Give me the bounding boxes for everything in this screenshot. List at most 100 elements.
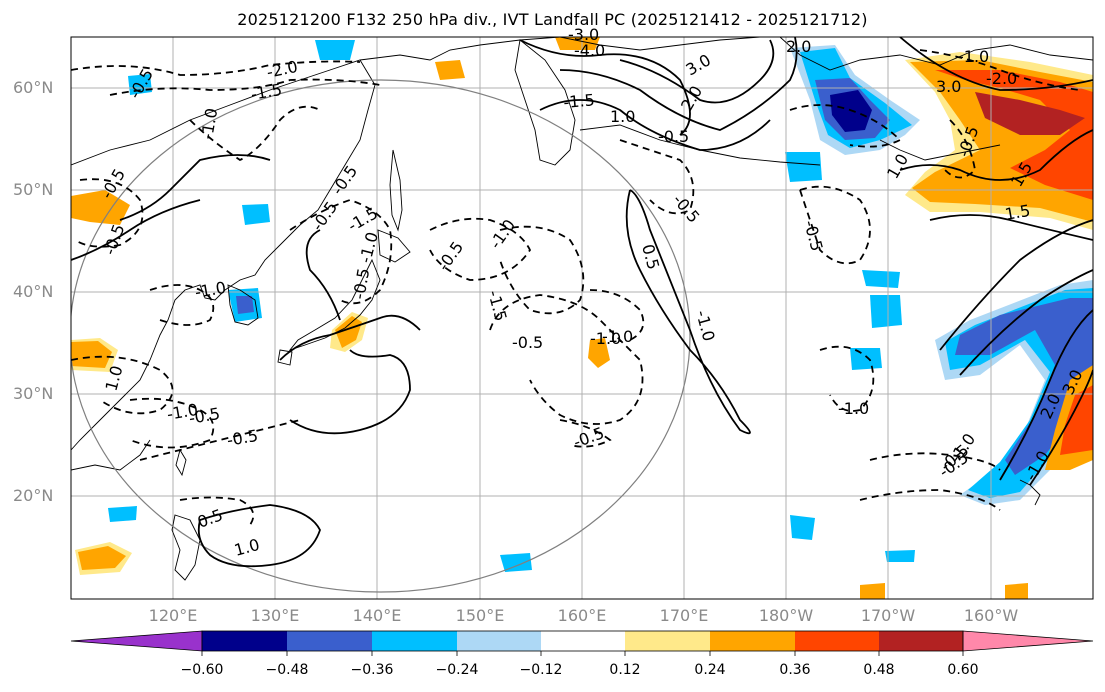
contour-label: -1.5	[249, 80, 283, 104]
lon-label-160w: 160°W	[963, 606, 1019, 625]
contour-solid-se-2	[959, 269, 1093, 376]
contour-dashed-mid-5	[589, 289, 645, 341]
lon-label-170w: 170°W	[860, 606, 916, 625]
colorbar-tick-label: −0.60	[180, 662, 224, 678]
contour-dashed-ne-4	[944, 119, 976, 179]
contour-label: 0.5	[638, 242, 663, 272]
colorbar-segment	[625, 631, 710, 651]
colorbar-tick-label: −0.48	[265, 662, 309, 678]
lon-label-150e: 150°E	[455, 606, 505, 625]
contour-solid-japan-1	[279, 314, 421, 361]
positive-shading-north2	[555, 37, 600, 50]
contour-label: -1.0	[838, 399, 869, 418]
negative-blob-7	[850, 348, 882, 370]
contour-dashed-sw-1	[179, 496, 255, 526]
contour-label: -0.5	[800, 218, 826, 253]
contour-dashed-mid-1	[289, 199, 393, 305]
positive-blob-14	[1005, 583, 1028, 599]
landfall-circle	[71, 79, 691, 593]
contour-label: -0.5	[658, 127, 689, 146]
contour-label: -1.0	[356, 230, 382, 265]
contour-solid-w-2	[71, 199, 201, 261]
colorbar-tick-label: 0.24	[694, 662, 726, 678]
coast-korea	[227, 284, 259, 326]
contour-label: 1.0	[610, 107, 635, 126]
coast-asia-mainland	[71, 37, 561, 166]
lat-label-40n: 40°N	[13, 282, 54, 301]
positive-shading-sw-2	[78, 546, 126, 570]
contour-solid-japan-2	[305, 229, 341, 321]
plot-frame	[70, 36, 1094, 600]
coast-alaska-south	[879, 139, 1001, 161]
contour-dashed-n-1	[71, 60, 361, 76]
contour-solid-e-1	[899, 37, 1093, 91]
positive-shading-ne-4	[975, 92, 1085, 135]
lat-label-30n: 30°N	[13, 384, 54, 403]
colorbar-segment	[710, 631, 795, 651]
contour-label: -0.5	[328, 162, 361, 198]
contour-dashed-n-3	[189, 105, 321, 162]
colorbar-tick-label: −0.24	[435, 662, 479, 678]
contour-solid-ne-3	[539, 99, 771, 151]
contour-label: -0.5	[100, 222, 129, 258]
contour-label: -1.0	[692, 308, 718, 343]
contour-solid-se-1	[939, 219, 1093, 351]
lon-label-140e: 140°E	[352, 606, 402, 625]
colorbar-extend-high	[962, 630, 1094, 652]
colorbar-tick-label: 0.60	[947, 662, 979, 678]
colorbar	[70, 630, 1094, 656]
lat-label-50n: 50°N	[13, 180, 54, 199]
contour-label: 1.0	[883, 150, 912, 182]
contour-label: -2.0	[986, 69, 1017, 88]
colorbar-tick-label: 0.48	[863, 662, 895, 678]
contour-label: -2.0	[265, 57, 299, 82]
contour-label: 0.5	[195, 505, 225, 532]
contour-dashed-e-1	[799, 185, 871, 265]
coast-china-south	[71, 439, 151, 471]
contour-solid-mid-1	[625, 189, 751, 435]
contour-label: -0.5	[512, 333, 543, 352]
coastlines	[71, 37, 1093, 581]
plot-title: 2025121200 F132 250 hPa div., IVT Landfa…	[237, 10, 868, 29]
contour-solid-e-2	[899, 129, 1093, 181]
contour-solid-ne-1	[519, 39, 691, 136]
contour-solid-se-3	[999, 309, 1093, 481]
contour-dashed-w-4	[129, 397, 215, 449]
coast-russia-ne	[559, 37, 761, 51]
graticule	[71, 37, 1093, 599]
contour-solid-sw-1	[197, 504, 321, 568]
colorbar-segment	[202, 631, 287, 651]
colorbar-segment	[372, 631, 457, 651]
contour-solid-ne-4	[619, 39, 775, 104]
contour-dashed-w-3	[71, 355, 174, 415]
contour-dashed-ne-2	[789, 104, 902, 148]
negative-blob-12	[862, 270, 900, 288]
colorbar-tick-label: −0.36	[350, 662, 394, 678]
colorbar-segment	[287, 631, 372, 651]
div-contours-dashed	[71, 49, 1081, 526]
negative-blob-11	[790, 515, 815, 540]
colorbar-extend-low	[70, 630, 203, 652]
lon-label-130e: 130°E	[250, 606, 300, 625]
contour-dashed-w-2	[149, 284, 215, 326]
contour-label: 3.0	[683, 50, 715, 79]
colorbar-frame	[201, 630, 964, 652]
contour-label: -1.0	[602, 327, 633, 346]
coast-asia-east	[71, 59, 376, 451]
contour-solid-e-3	[929, 214, 1093, 241]
negative-blob-5	[785, 152, 822, 182]
negative-blob-4b	[236, 296, 254, 314]
coast-kyushu	[277, 349, 293, 366]
positive-shading-japan-2	[335, 316, 362, 348]
coast-sakhalin	[389, 149, 403, 232]
lon-label-160e: 160°E	[557, 606, 607, 625]
contour-label: 1.5	[1003, 201, 1031, 224]
colorbar-segment	[879, 631, 963, 651]
contour-label: -0.5	[225, 426, 259, 450]
contour-label: -0.5	[571, 423, 607, 452]
negative-blob-6	[870, 295, 902, 328]
lat-label-60n: 60°N	[13, 78, 54, 97]
contour-dashed-e-2	[819, 345, 875, 412]
contour-label: -0.5	[349, 267, 373, 301]
